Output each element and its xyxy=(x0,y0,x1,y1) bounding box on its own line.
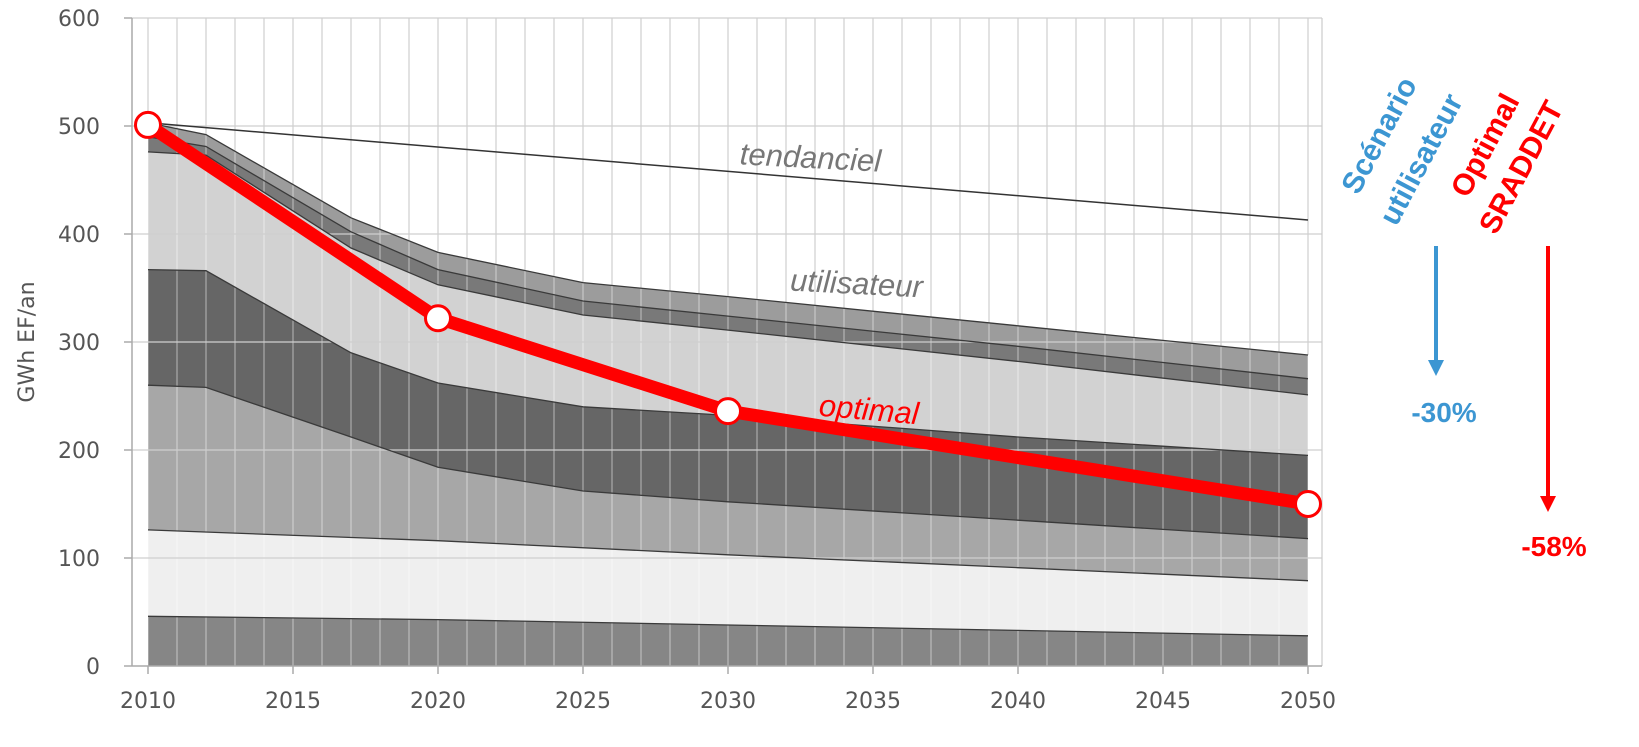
optimal-percent: -58% xyxy=(1521,531,1586,562)
band-edge-3 xyxy=(147,384,1309,540)
y-axis-label: GWh EF/an xyxy=(15,281,40,402)
band-1 xyxy=(148,616,1308,666)
band-5 xyxy=(148,151,1308,456)
band-6 xyxy=(148,136,1308,395)
band-edge-1 xyxy=(147,615,1309,637)
y-tick-label: 400 xyxy=(58,223,100,248)
y-tick-label: 0 xyxy=(86,655,100,680)
series-line-optimal xyxy=(141,118,1315,511)
band-edge-5 xyxy=(147,151,1309,396)
series-line-tendanciel xyxy=(147,122,1309,221)
band-2 xyxy=(148,529,1308,636)
x-tick-label: 2050 xyxy=(1280,689,1336,714)
y-tick-label: 500 xyxy=(58,115,100,140)
x-tick-label: 2045 xyxy=(1135,689,1191,714)
y-tick-label: 300 xyxy=(58,331,100,356)
annotation-tendanciel: tendanciel xyxy=(739,136,883,178)
x-tick-label: 2025 xyxy=(555,689,611,714)
band-edges xyxy=(147,122,1309,637)
band-7 xyxy=(148,122,1308,379)
y-tick-label: 600 xyxy=(58,7,100,32)
stacked-bands xyxy=(148,122,1308,666)
x-tick-label: 2020 xyxy=(410,689,466,714)
optimal-markers xyxy=(134,110,1322,518)
axes xyxy=(124,17,1323,674)
band-edge-7 xyxy=(147,122,1309,356)
series-lines xyxy=(141,118,1315,511)
band-4 xyxy=(148,269,1308,539)
grid-lines xyxy=(132,17,1322,666)
scenario-percent: -30% xyxy=(1411,397,1476,428)
scenario-arrow-head xyxy=(1428,360,1444,376)
x-tick-labels: 2010 2015 2020 2025 2030 2035 2040 2045 2050 xyxy=(120,689,1336,714)
x-tick-label: 2040 xyxy=(990,689,1046,714)
x-tick-label: 2010 xyxy=(120,689,176,714)
y-tick-label: 100 xyxy=(58,547,100,572)
optimal-marker xyxy=(714,397,742,426)
optimal-marker xyxy=(1294,490,1322,518)
band-edge-6 xyxy=(147,136,1309,380)
x-tick-label: 2035 xyxy=(845,689,901,714)
band-3 xyxy=(148,385,1308,581)
band-edge-2 xyxy=(147,529,1309,582)
y-tick-labels: 0 100 200 300 400 500 600 xyxy=(58,7,100,680)
band-edge-4 xyxy=(147,268,1309,457)
x-tick-label: 2015 xyxy=(265,689,321,714)
optimal-marker xyxy=(134,110,162,139)
annotation-utilisateur: utilisateur xyxy=(789,263,925,305)
optimal-marker xyxy=(424,304,452,333)
y-tick-label: 200 xyxy=(58,439,100,464)
x-tick-label: 2030 xyxy=(700,689,756,714)
optimal-arrow-head xyxy=(1540,496,1556,512)
